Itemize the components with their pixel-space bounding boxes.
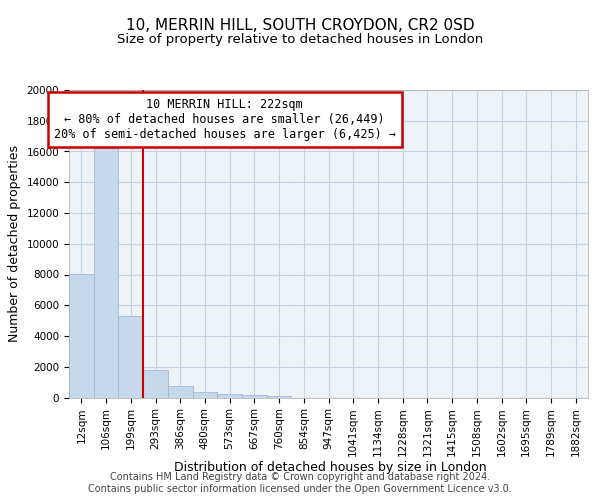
Bar: [217, 394, 242, 398]
Y-axis label: Number of detached properties: Number of detached properties: [8, 145, 21, 342]
Bar: [118, 316, 143, 398]
Bar: [94, 142, 118, 398]
Bar: [143, 370, 168, 398]
Bar: [193, 392, 217, 398]
Bar: [69, 274, 94, 398]
Text: 10 MERRIN HILL: 222sqm
← 80% of detached houses are smaller (26,449)
20% of semi: 10 MERRIN HILL: 222sqm ← 80% of detached…: [53, 98, 396, 140]
Text: Contains HM Land Registry data © Crown copyright and database right 2024.
Contai: Contains HM Land Registry data © Crown c…: [88, 472, 512, 494]
Bar: [242, 395, 267, 398]
Text: 10, MERRIN HILL, SOUTH CROYDON, CR2 0SD: 10, MERRIN HILL, SOUTH CROYDON, CR2 0SD: [125, 18, 475, 32]
Text: Size of property relative to detached houses in London: Size of property relative to detached ho…: [117, 32, 483, 46]
Bar: [168, 386, 193, 398]
Bar: [267, 396, 292, 398]
Text: Distribution of detached houses by size in London: Distribution of detached houses by size …: [173, 461, 487, 474]
